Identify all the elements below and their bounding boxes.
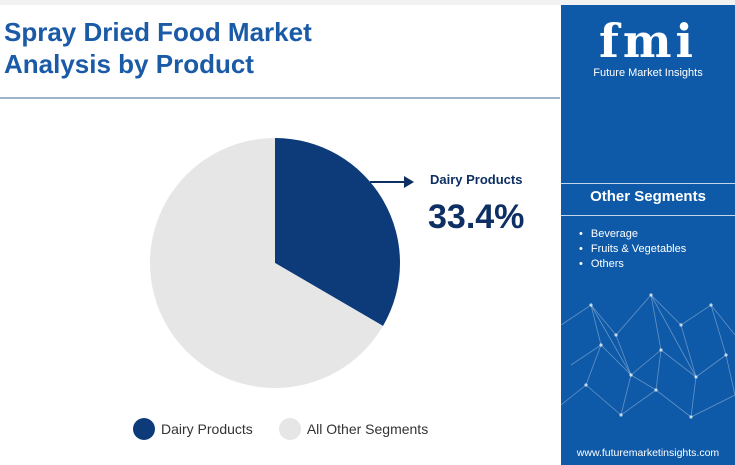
panel-divider-top (561, 183, 735, 184)
chart-legend: Dairy Products All Other Segments (133, 418, 454, 440)
callout-value: 33.4% (428, 198, 525, 236)
legend-swatch-others (278, 418, 301, 440)
legend-label-dairy: Dairy Products (161, 421, 253, 437)
callout-label: Dairy Products (430, 172, 523, 187)
title-line-1: Spray Dried Food Market (4, 17, 312, 47)
title-line-2: Analysis by Product (4, 49, 254, 79)
segment-item-beverage: Beverage (579, 227, 686, 242)
panel-divider-bottom (561, 215, 735, 216)
logo-subtitle: Future Market Insights (593, 67, 703, 79)
side-panel: fmi Future Market Insights Other Segment… (561, 5, 735, 465)
segments-list: Beverage Fruits & Vegetables Others (579, 227, 686, 272)
segment-item-others: Others (579, 257, 686, 272)
logo-mark: fmi (599, 14, 697, 68)
page-title: Spray Dried Food Market Analysis by Prod… (4, 16, 404, 80)
segment-item-fruits-vegetables: Fruits & Vegetables (579, 242, 686, 257)
other-segments-heading: Other Segments (590, 188, 706, 205)
callout-arrow-icon (370, 176, 414, 188)
pie-slice-all-other-segments (150, 138, 383, 388)
website-url: www.futuremarketinsights.com (576, 447, 720, 459)
pie-slice-dairy-products (275, 138, 401, 326)
legend-swatch-dairy (133, 418, 155, 440)
network-pattern-graphic (561, 293, 735, 419)
legend-item-dairy: Dairy Products (133, 418, 253, 440)
legend-label-others: All Other Segments (306, 421, 429, 437)
legend-item-others: All Other Segments (278, 418, 429, 440)
fmi-logo: fmi Future Market Insights (561, 17, 735, 79)
title-divider (0, 97, 560, 99)
pie-chart (150, 138, 401, 388)
top-strip (0, 0, 735, 5)
